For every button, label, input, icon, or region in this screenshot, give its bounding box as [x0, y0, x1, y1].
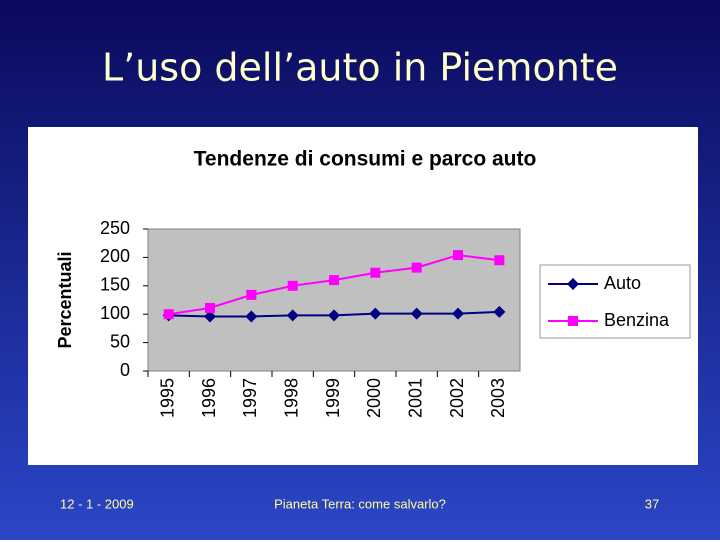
marker: [204, 310, 216, 323]
footer-date: 12 - 1 - 2009: [60, 496, 134, 511]
legend-marker: [567, 278, 579, 290]
y-tick-label: 0: [120, 360, 130, 380]
marker: [452, 307, 464, 320]
marker: [286, 309, 299, 322]
legend-label: Benzina: [604, 310, 670, 330]
legend-marker: [568, 316, 578, 326]
x-tick-label: 2001: [405, 378, 425, 418]
x-tick-label: 2000: [364, 378, 384, 418]
y-axis-label: Percentuali: [55, 251, 75, 348]
marker: [163, 309, 174, 320]
slide-title: L’uso dell’auto in Piemonte: [102, 46, 618, 90]
x-tick-label: 1996: [199, 378, 219, 418]
y-tick-label: 250: [100, 218, 130, 238]
footer-center: Pianeta Terra: come salvarlo?: [274, 496, 446, 511]
y-tick-label: 200: [100, 246, 130, 266]
marker: [494, 255, 505, 266]
plot-area: [147, 228, 521, 372]
legend: [539, 264, 691, 339]
y-tick-label: 100: [100, 303, 130, 323]
marker: [370, 267, 381, 278]
chart-title: Tendenze di consumi e parco auto: [194, 148, 537, 171]
marker: [245, 310, 258, 323]
marker: [328, 309, 340, 322]
marker: [369, 307, 382, 320]
x-tick-label: 2003: [488, 378, 508, 418]
y-tick-label: 50: [110, 331, 130, 351]
marker: [329, 275, 339, 286]
legend-label: Auto: [604, 273, 641, 293]
x-tick-label: 2002: [447, 378, 467, 418]
marker: [453, 250, 463, 261]
marker: [493, 305, 506, 318]
x-tick-label: 1998: [281, 378, 301, 418]
x-tick-label: 1999: [323, 378, 343, 418]
marker: [411, 262, 422, 273]
x-tick-label: 1995: [157, 378, 177, 418]
marker: [246, 289, 257, 300]
marker: [410, 307, 423, 320]
x-tick-label: 1997: [240, 378, 260, 418]
marker: [287, 280, 298, 291]
marker: [205, 302, 215, 313]
y-tick-label: 150: [100, 275, 130, 295]
page-number: 37: [645, 496, 659, 511]
